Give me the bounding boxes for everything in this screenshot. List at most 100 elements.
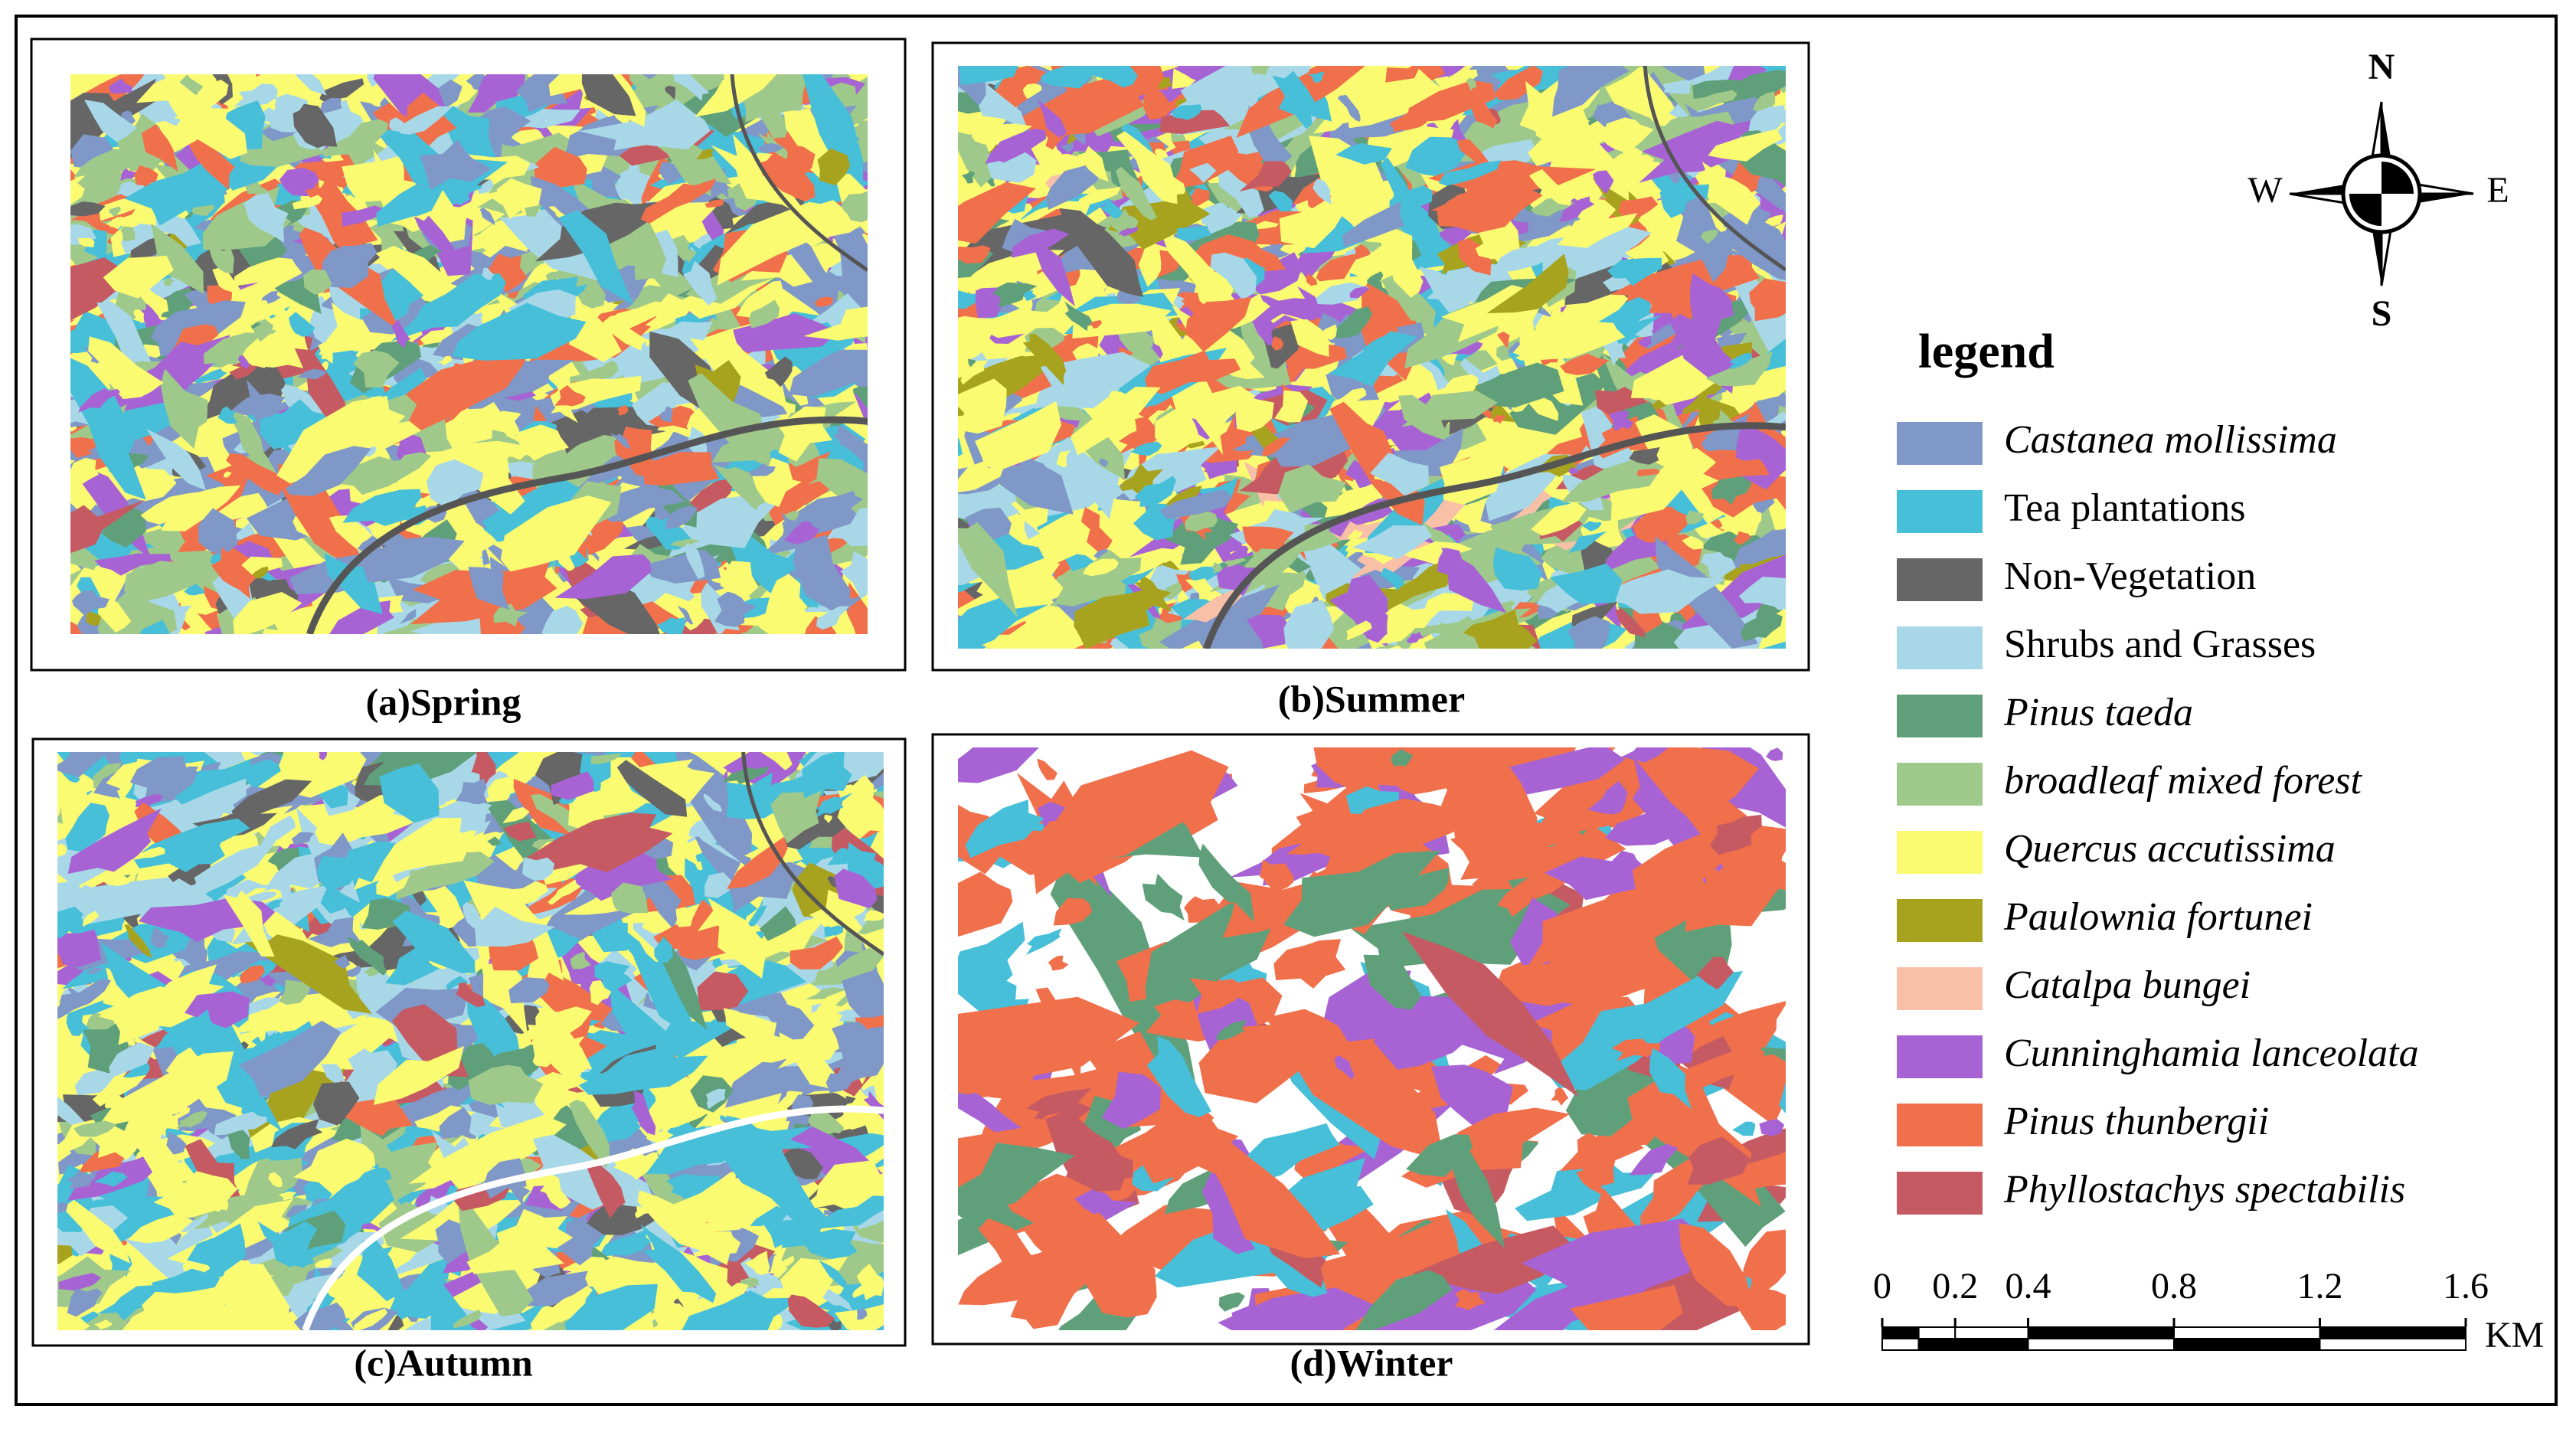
land-patch [784,521,820,544]
land-patch [233,592,302,634]
land-patch [181,1213,208,1232]
land-patch [589,979,612,1006]
land-patch [217,406,238,424]
land-patch [120,110,136,126]
legend-swatch [1897,763,1983,806]
land-patch [1690,273,1734,340]
land-patch [1099,494,1158,564]
land-patch [1224,558,1247,567]
land-patch [1696,956,1734,990]
land-patch [319,78,364,102]
land-patch [1733,528,1786,564]
land-patch [646,1126,737,1174]
land-patch [1587,780,1628,815]
land-patch [1621,747,1669,763]
land-patch [65,803,110,852]
land-patch [1682,535,1704,550]
land-patch [1309,282,1369,305]
land-patch [1493,66,1543,100]
legend-label: Tea plantations [2004,486,2245,530]
land-patch [1040,352,1151,409]
land-patch [984,1076,1019,1099]
land-patch [976,308,1058,338]
land-patch [1111,208,1139,237]
land-patch [1708,129,1783,162]
land-patch [160,77,247,159]
land-patch [298,368,327,380]
land-patch [704,872,731,898]
legend-label: Pinus taeda [2003,691,2193,734]
land-patch [685,565,697,580]
land-patch [713,464,766,511]
land-patch [958,747,1039,783]
land-patch [959,66,1018,86]
land-patch [541,606,584,634]
legend-label: Cunninghamia lanceolata [2004,1032,2419,1075]
land-patch [640,178,717,224]
land-patch [705,1088,726,1110]
land-patch [310,1025,383,1064]
land-patch [67,808,162,874]
land-patch [160,368,208,450]
road [741,752,884,956]
land-patch [503,821,537,842]
land-patch [835,947,884,983]
scale-segment [2173,1326,2321,1339]
land-patch [405,346,531,430]
land-patch [1290,319,1329,357]
land-patch [1143,86,1174,120]
land-patch [802,752,852,799]
land-patch [57,1070,74,1087]
land-patch [842,191,868,223]
land-patch [260,399,340,450]
land-patch [291,832,315,845]
scale-tick-label: 0.2 [1932,1266,1978,1306]
land-patch [641,1152,661,1162]
land-patch [92,1074,147,1107]
land-patch [744,1251,770,1275]
land-patch [148,964,224,1028]
land-patch [682,1290,803,1330]
land-patch [762,473,845,526]
land-patch [227,410,264,467]
land-patch [1145,350,1241,394]
land-patch [1458,238,1492,276]
land-patch [670,538,701,548]
legend-swatch [1897,558,1983,601]
land-patch [342,489,422,526]
land-patch [70,201,106,217]
land-patch [1273,939,1346,989]
land-patch [617,404,629,416]
land-patch [70,499,145,554]
land-patch [1077,186,1122,207]
land-patch [720,561,759,600]
land-patch [960,360,989,385]
land-patch [82,911,100,927]
land-patch [120,226,136,242]
land-patch [250,1009,266,1022]
land-patch [723,1008,775,1048]
land-patch [1551,1086,1569,1106]
land-patch [748,299,780,329]
land-patch [102,875,130,886]
land-patch [603,314,649,351]
land-patch [67,1288,103,1317]
land-patch [286,446,371,496]
land-patch [57,979,112,1019]
land-patch [1342,201,1404,247]
land-patch [193,366,286,423]
legend-swatch [1897,831,1983,874]
land-patch [214,1111,267,1136]
land-patch [1385,603,1443,633]
land-patch [1582,521,1602,531]
land-patch [305,175,378,268]
land-patch [1032,460,1053,479]
land-patch [477,944,528,1037]
land-patch [757,142,784,153]
land-patch [205,292,272,345]
land-patch [342,205,384,227]
land-patch [1061,142,1074,152]
land-patch [1557,212,1638,248]
land-patch [293,1138,376,1195]
